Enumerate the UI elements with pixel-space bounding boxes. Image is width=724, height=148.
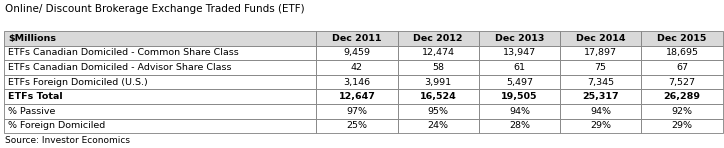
Text: ETFs Canadian Domiciled - Advisor Share Class: ETFs Canadian Domiciled - Advisor Share …: [8, 63, 232, 72]
Text: 12,474: 12,474: [421, 48, 455, 57]
Bar: [560, 60, 641, 75]
Text: 17,897: 17,897: [584, 48, 617, 57]
Bar: [641, 89, 723, 104]
Bar: [479, 31, 560, 46]
Text: 94%: 94%: [590, 107, 611, 116]
Bar: [560, 46, 641, 60]
Text: 3,146: 3,146: [343, 78, 371, 87]
Text: 97%: 97%: [347, 107, 368, 116]
Bar: [479, 104, 560, 119]
Text: Source: Investor Economics: Source: Investor Economics: [5, 136, 130, 145]
Bar: [479, 119, 560, 133]
Text: 18,695: 18,695: [665, 48, 699, 57]
Text: ETFs Foreign Domiciled (U.S.): ETFs Foreign Domiciled (U.S.): [8, 78, 148, 87]
Text: 9,459: 9,459: [343, 48, 371, 57]
Text: ETFs Total: ETFs Total: [8, 92, 62, 101]
Bar: [316, 75, 397, 89]
Text: 95%: 95%: [428, 107, 449, 116]
Bar: [479, 46, 560, 60]
Text: 61: 61: [513, 63, 526, 72]
Text: % Passive: % Passive: [8, 107, 55, 116]
Bar: [397, 89, 479, 104]
Bar: [641, 75, 723, 89]
Bar: [560, 104, 641, 119]
Bar: [641, 119, 723, 133]
Bar: [316, 89, 397, 104]
Text: % Foreign Domiciled: % Foreign Domiciled: [8, 121, 105, 130]
Text: Dec 2014: Dec 2014: [576, 34, 626, 43]
Bar: [397, 104, 479, 119]
Text: 58: 58: [432, 63, 445, 72]
Text: 7,345: 7,345: [587, 78, 614, 87]
Text: 26,289: 26,289: [663, 92, 700, 101]
Text: 29%: 29%: [671, 121, 692, 130]
Bar: [316, 60, 397, 75]
Text: 24%: 24%: [428, 121, 449, 130]
Text: 7,527: 7,527: [668, 78, 696, 87]
Bar: [479, 75, 560, 89]
Bar: [4, 75, 316, 89]
Bar: [316, 46, 397, 60]
Text: Dec 2011: Dec 2011: [332, 34, 382, 43]
Bar: [560, 31, 641, 46]
Bar: [560, 75, 641, 89]
Bar: [4, 89, 316, 104]
Text: 42: 42: [351, 63, 363, 72]
Text: Dec 2012: Dec 2012: [413, 34, 463, 43]
Bar: [641, 60, 723, 75]
Text: 12,647: 12,647: [339, 92, 376, 101]
Bar: [560, 89, 641, 104]
Text: 94%: 94%: [509, 107, 530, 116]
Text: 5,497: 5,497: [506, 78, 533, 87]
Bar: [397, 46, 479, 60]
Text: 13,947: 13,947: [503, 48, 536, 57]
Bar: [316, 31, 397, 46]
Bar: [397, 75, 479, 89]
Text: 67: 67: [676, 63, 688, 72]
Bar: [4, 46, 316, 60]
Bar: [397, 119, 479, 133]
Text: 25,317: 25,317: [582, 92, 619, 101]
Bar: [560, 119, 641, 133]
Text: 28%: 28%: [509, 121, 530, 130]
Bar: [4, 119, 316, 133]
Text: 25%: 25%: [347, 121, 368, 130]
Bar: [316, 104, 397, 119]
Bar: [641, 31, 723, 46]
Bar: [641, 104, 723, 119]
Text: 29%: 29%: [590, 121, 611, 130]
Bar: [397, 31, 479, 46]
Bar: [4, 60, 316, 75]
Bar: [479, 89, 560, 104]
Bar: [4, 31, 316, 46]
Bar: [479, 60, 560, 75]
Text: 92%: 92%: [671, 107, 692, 116]
Text: $Millions: $Millions: [8, 34, 56, 43]
Bar: [4, 104, 316, 119]
Text: ETFs Canadian Domiciled - Common Share Class: ETFs Canadian Domiciled - Common Share C…: [8, 48, 239, 57]
Text: 3,991: 3,991: [425, 78, 452, 87]
Text: 75: 75: [594, 63, 607, 72]
Text: Dec 2013: Dec 2013: [494, 34, 544, 43]
Text: Dec 2015: Dec 2015: [657, 34, 707, 43]
Bar: [641, 46, 723, 60]
Text: Online/ Discount Brokerage Exchange Traded Funds (ETF): Online/ Discount Brokerage Exchange Trad…: [5, 4, 305, 15]
Bar: [316, 119, 397, 133]
Text: 16,524: 16,524: [420, 92, 457, 101]
Bar: [397, 60, 479, 75]
Text: 19,505: 19,505: [501, 92, 538, 101]
